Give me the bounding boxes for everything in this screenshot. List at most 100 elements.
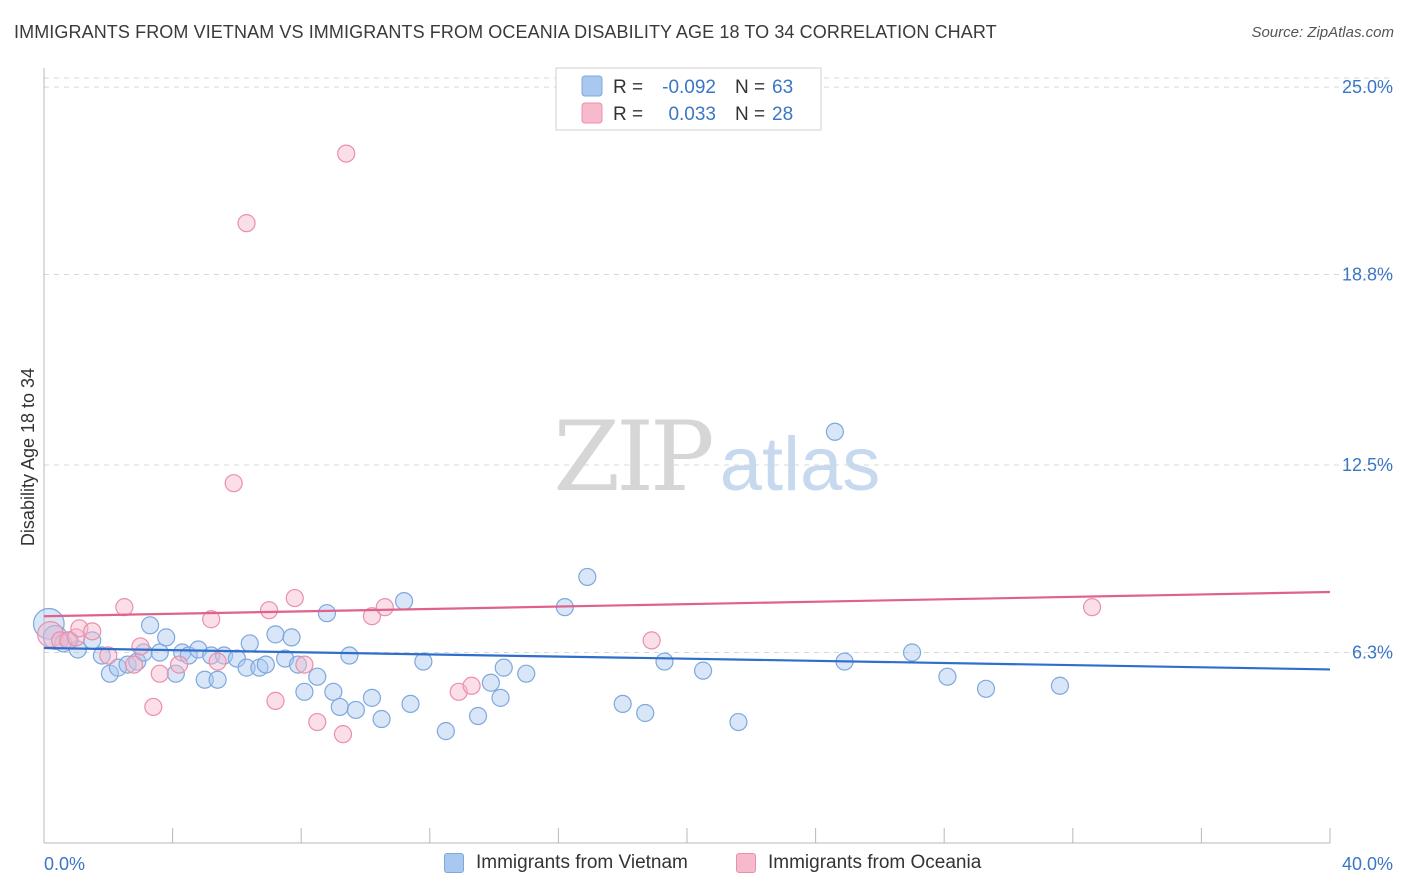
chart-title: IMMIGRANTS FROM VIETNAM VS IMMIGRANTS FR… bbox=[14, 22, 997, 42]
point-vietnam bbox=[729, 712, 748, 732]
correlation-legend: R = -0.092 N = 63 R = 0.033 N = 28 bbox=[555, 67, 822, 131]
legend-n-label-vietnam: N = bbox=[735, 77, 770, 98]
point-oceania bbox=[169, 655, 189, 674]
x-min-label: 0.0% bbox=[44, 854, 85, 874]
point-vietnam bbox=[282, 628, 301, 647]
gridlines bbox=[44, 77, 1392, 654]
point-oceania bbox=[462, 676, 481, 695]
point-vietnam bbox=[157, 628, 176, 647]
point-vietnam bbox=[394, 592, 414, 611]
point-vietnam bbox=[517, 664, 536, 683]
y-tick-label: 12.5% bbox=[1342, 455, 1393, 475]
legend-swatch-oceania bbox=[581, 102, 603, 124]
point-vietnam bbox=[401, 694, 420, 714]
point-vietnam bbox=[578, 567, 597, 587]
point-oceania bbox=[237, 214, 256, 233]
y-axis-label: Disability Age 18 to 34 bbox=[18, 368, 38, 546]
watermark-zip: ZIP bbox=[553, 401, 712, 513]
point-oceania bbox=[115, 598, 134, 617]
point-vietnam bbox=[330, 697, 349, 717]
point-oceania bbox=[362, 607, 382, 626]
trend-lines bbox=[43, 590, 1331, 671]
point-oceania bbox=[99, 646, 118, 665]
point-vietnam bbox=[372, 709, 391, 729]
y-tick-labels: 6.3% 12.5% 18.8% 25.0% bbox=[1342, 77, 1393, 662]
point-oceania bbox=[150, 664, 169, 683]
point-vietnam bbox=[150, 643, 169, 662]
legend-r-label-vietnam: R = bbox=[613, 77, 648, 98]
axes bbox=[43, 68, 1331, 844]
point-oceania bbox=[375, 598, 394, 617]
point-oceania bbox=[308, 712, 327, 732]
point-vietnam bbox=[140, 616, 160, 635]
point-oceania bbox=[224, 474, 243, 493]
point-vietnam bbox=[227, 649, 246, 668]
y-tick-label: 18.8% bbox=[1342, 265, 1393, 285]
legend-r-value-vietnam: -0.092 bbox=[662, 77, 716, 98]
point-vietnam bbox=[938, 667, 957, 686]
legend-r-value-oceania: 0.033 bbox=[668, 104, 716, 125]
point-vietnam bbox=[128, 652, 147, 671]
point-vietnam bbox=[237, 658, 256, 677]
point-oceania bbox=[259, 601, 279, 620]
point-vietnam bbox=[308, 667, 327, 686]
point-vietnam bbox=[346, 700, 365, 720]
point-vietnam bbox=[468, 706, 488, 726]
legend-n-value-oceania: 28 bbox=[772, 104, 793, 125]
point-vietnam bbox=[340, 646, 359, 665]
point-vietnam bbox=[317, 604, 337, 623]
point-oceania bbox=[642, 631, 661, 650]
source-label: Source: ZipAtlas.com bbox=[1251, 24, 1394, 41]
legend-swatch-vietnam bbox=[581, 75, 603, 97]
legend-label-vietnam: Immigrants from Vietnam bbox=[476, 852, 688, 873]
point-vietnam bbox=[436, 722, 455, 741]
point-vietnam bbox=[1050, 676, 1070, 695]
point-vietnam bbox=[613, 694, 632, 714]
legend-n-label-oceania: N = bbox=[735, 104, 770, 125]
legend-label-oceania: Immigrants from Oceania bbox=[768, 852, 982, 873]
point-vietnam bbox=[92, 646, 111, 665]
point-vietnam bbox=[324, 682, 343, 701]
point-oceania bbox=[124, 655, 144, 674]
legend-n-value-vietnam: 63 bbox=[772, 77, 793, 98]
point-vietnam bbox=[266, 625, 285, 644]
watermark: ZIP atlas bbox=[553, 401, 880, 513]
point-oceania bbox=[208, 652, 227, 671]
point-oceania bbox=[285, 588, 304, 608]
y-tick-label: 6.3% bbox=[1352, 643, 1393, 663]
point-vietnam bbox=[636, 703, 655, 723]
point-vietnam bbox=[288, 655, 308, 674]
legend-item-vietnam[interactable]: Immigrants from Vietnam bbox=[444, 852, 688, 874]
point-vietnam bbox=[208, 670, 227, 689]
watermark-atlas: atlas bbox=[720, 422, 881, 507]
series-oceania-points bbox=[37, 144, 1102, 744]
point-oceania bbox=[144, 697, 163, 717]
point-oceania bbox=[337, 144, 356, 163]
legend-r-label-oceania: R = bbox=[613, 104, 648, 125]
legend-swatch-vietnam-bottom bbox=[444, 853, 464, 873]
point-vietnam bbox=[976, 679, 996, 698]
y-tick-label: 25.0% bbox=[1342, 77, 1393, 97]
trend-line-vietnam bbox=[43, 646, 1331, 671]
point-vietnam bbox=[195, 670, 214, 689]
point-vietnam bbox=[295, 682, 314, 701]
point-oceania bbox=[202, 610, 221, 629]
point-vietnam bbox=[494, 658, 513, 677]
point-oceania bbox=[333, 725, 353, 744]
point-oceania bbox=[131, 637, 150, 656]
point-oceania bbox=[1082, 598, 1102, 617]
point-vietnam bbox=[481, 673, 500, 692]
point-oceania bbox=[295, 655, 314, 674]
series-legend: Immigrants from Vietnam Immigrants from … bbox=[0, 852, 1406, 878]
series-vietnam-points bbox=[32, 422, 1070, 741]
point-oceania bbox=[266, 691, 285, 710]
point-oceania bbox=[83, 622, 102, 641]
point-vietnam bbox=[240, 634, 259, 653]
point-vietnam bbox=[902, 643, 922, 662]
point-vietnam bbox=[256, 655, 275, 674]
legend-swatch-oceania-bottom bbox=[736, 853, 756, 873]
point-vietnam bbox=[693, 661, 713, 680]
point-vietnam bbox=[655, 652, 674, 671]
legend-item-oceania[interactable]: Immigrants from Oceania bbox=[736, 852, 981, 874]
